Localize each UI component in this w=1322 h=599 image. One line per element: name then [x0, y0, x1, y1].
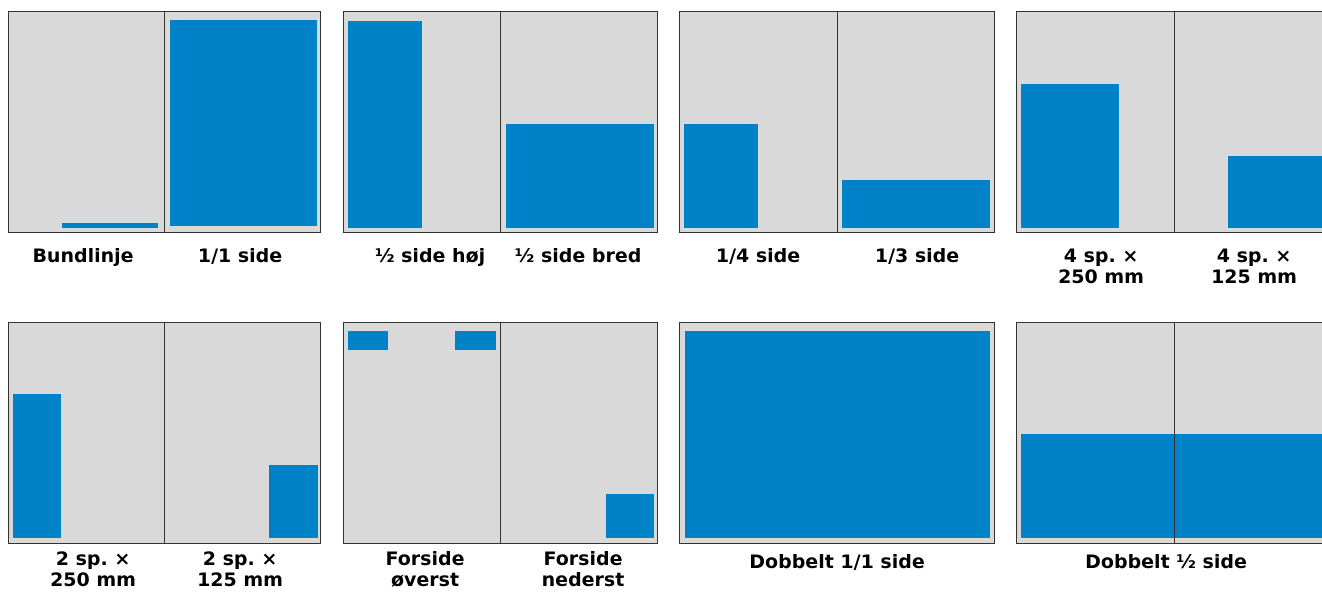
label-quarter-side: 1/4 side: [715, 245, 801, 267]
ad-forside-nederst: [606, 494, 654, 538]
label-line: Forside: [543, 548, 623, 570]
ad-4-sp-125mm: [1228, 156, 1322, 228]
page-fold: [1174, 323, 1175, 543]
ad-2-sp-250mm: [13, 394, 61, 538]
label-bundlinje: Bundlinje: [32, 245, 134, 267]
ad-2-sp-125mm: [269, 465, 318, 538]
ad-dobbelt-1-1-side: [685, 331, 990, 538]
label-line: 250 mm: [1058, 266, 1144, 288]
label-line: 4 sp. ×: [1216, 245, 1292, 267]
spread-half-side: [343, 11, 658, 233]
ad-quarter-side: [684, 124, 758, 228]
label-4-sp-250mm: 4 sp. × 250 mm: [1026, 246, 1176, 288]
ad-half-side-bred: [506, 124, 654, 228]
label-forside-nederst: Forside nederst: [508, 549, 658, 591]
page-fold: [500, 323, 501, 543]
label-dobbelt-half-side: Dobbelt ½ side: [1085, 551, 1247, 573]
label-line: nederst: [541, 569, 625, 591]
label-1-1-side: 1/1 side: [197, 245, 283, 267]
spread-bundlinje-1-1: [8, 11, 321, 233]
ad-half-side-hoej: [348, 21, 422, 228]
page-fold: [1174, 12, 1175, 232]
spread-dobbelt-1-1: [679, 322, 995, 544]
spread-2-sp: [8, 322, 321, 544]
label-line: 2 sp. ×: [202, 548, 278, 570]
label-half-side-hoej: ½ side høj: [374, 245, 486, 267]
label-line: 4 sp. ×: [1063, 245, 1139, 267]
page-fold: [164, 12, 165, 232]
ad-4-sp-250mm: [1021, 84, 1119, 228]
label-third-side: 1/3 side: [874, 245, 960, 267]
ad-dobbelt-half-side: [1021, 434, 1322, 538]
label-line: 250 mm: [50, 569, 136, 591]
spread-4-sp: [1016, 11, 1322, 233]
spread-dobbelt-half: [1016, 322, 1322, 544]
spread-forside: [343, 322, 658, 544]
label-line: 2 sp. ×: [55, 548, 131, 570]
page-fold: [837, 12, 838, 232]
page-fold: [164, 323, 165, 543]
label-2-sp-250mm: 2 sp. × 250 mm: [18, 549, 168, 591]
label-forside-oeverst: Forside øverst: [350, 549, 500, 591]
label-line: øverst: [390, 569, 460, 591]
label-line: 125 mm: [197, 569, 283, 591]
ad-1-1-side: [170, 20, 317, 226]
page-fold: [500, 12, 501, 232]
label-line: Forside: [385, 548, 465, 570]
ad-forside-oeverst-left: [348, 331, 388, 350]
spread-quarter-third: [679, 11, 995, 233]
label-line: 125 mm: [1211, 266, 1297, 288]
label-half-side-bred: ½ side bred: [514, 245, 642, 267]
ad-forside-oeverst-right: [455, 331, 496, 350]
ad-third-side: [842, 180, 990, 228]
label-2-sp-125mm: 2 sp. × 125 mm: [165, 549, 315, 591]
ad-bundlinje: [62, 223, 158, 228]
label-dobbelt-1-1-side: Dobbelt 1/1 side: [749, 551, 925, 573]
label-4-sp-125mm: 4 sp. × 125 mm: [1189, 246, 1319, 288]
